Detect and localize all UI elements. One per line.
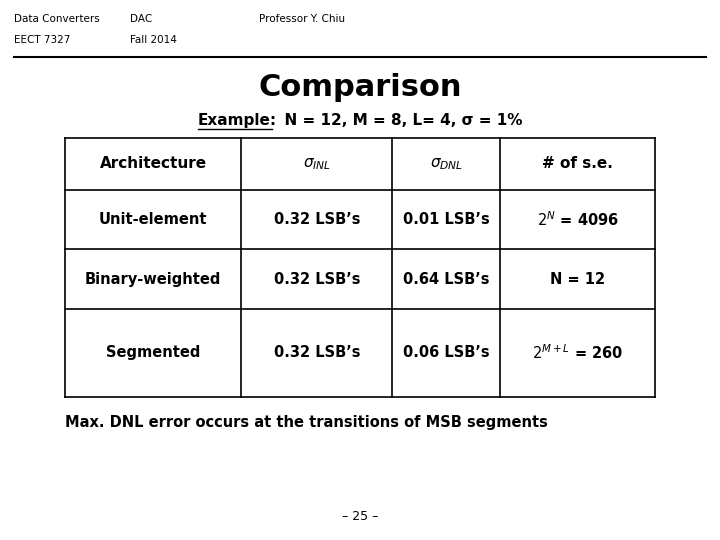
Text: # of s.e.: # of s.e.	[542, 157, 613, 171]
Text: Unit-element: Unit-element	[99, 212, 207, 227]
Text: $2^N$ = 4096: $2^N$ = 4096	[537, 211, 618, 229]
Text: Fall 2014: Fall 2014	[130, 35, 176, 45]
Text: Max. DNL error occurs at the transitions of MSB segments: Max. DNL error occurs at the transitions…	[65, 415, 548, 430]
Text: $\sigma_{DNL}$: $\sigma_{DNL}$	[430, 156, 463, 172]
Text: Binary-weighted: Binary-weighted	[85, 272, 221, 287]
Text: 0.32 LSB’s: 0.32 LSB’s	[274, 346, 360, 360]
Text: $2^{M+L}$ = 260: $2^{M+L}$ = 260	[532, 343, 624, 362]
Text: N = 12, M = 8, L= 4, σ = 1%: N = 12, M = 8, L= 4, σ = 1%	[274, 113, 522, 129]
Text: Professor Y. Chiu: Professor Y. Chiu	[259, 14, 346, 24]
Text: 0.06 LSB’s: 0.06 LSB’s	[403, 346, 490, 360]
Text: $\sigma_{INL}$: $\sigma_{INL}$	[302, 156, 331, 172]
Text: N = 12: N = 12	[550, 272, 606, 287]
Text: – 25 –: – 25 –	[342, 510, 378, 523]
Text: Architecture: Architecture	[99, 157, 207, 171]
Text: Data Converters: Data Converters	[14, 14, 100, 24]
Text: 0.32 LSB’s: 0.32 LSB’s	[274, 212, 360, 227]
Text: EECT 7327: EECT 7327	[14, 35, 71, 45]
Text: DAC: DAC	[130, 14, 152, 24]
Text: 0.64 LSB’s: 0.64 LSB’s	[403, 272, 490, 287]
Text: 0.01 LSB’s: 0.01 LSB’s	[403, 212, 490, 227]
Text: 0.32 LSB’s: 0.32 LSB’s	[274, 272, 360, 287]
Text: Example:: Example:	[198, 113, 277, 129]
Text: Comparison: Comparison	[258, 73, 462, 102]
Text: Segmented: Segmented	[106, 346, 200, 360]
